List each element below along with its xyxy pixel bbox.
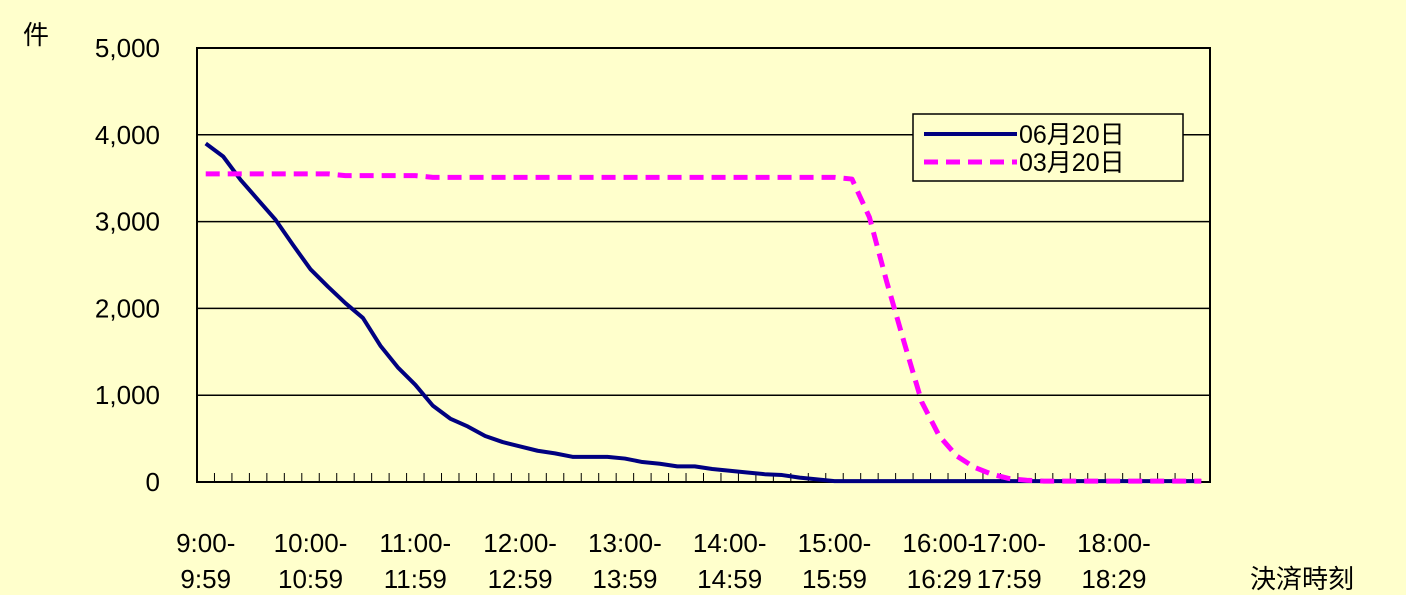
legend-label-series-2: 03月20日 [1019,149,1125,177]
x-tick-label: 9:59 [180,564,231,594]
y-tick-label: 0 [146,467,160,497]
plot-area [197,48,1210,482]
series-line-2 [206,174,1202,481]
y-axis-title: 件 [23,21,49,51]
x-tick-label: 18:29 [1081,564,1146,594]
x-tick-label: 14:59 [697,564,762,594]
x-tick-label: 16:29 [907,564,972,594]
series-line-1 [206,143,1202,481]
x-tick-label: 14:00- [693,528,767,558]
x-tick-label: 17:59 [977,564,1042,594]
x-tick-label: 18:00- [1077,528,1151,558]
legend-label-series-1: 06月20日 [1019,121,1125,149]
x-tick-label: 10:59 [278,564,343,594]
x-tick-label: 10:00- [274,528,348,558]
x-tick-label: 15:59 [802,564,867,594]
legend: 06月20日 03月20日 [913,114,1183,181]
y-axis-tick-labels: 0 1,000 2,000 3,000 4,000 5,000 [95,33,160,497]
y-tick-label: 2,000 [95,293,160,323]
x-tick-label: 16:00- [902,528,976,558]
y-tick-label: 1,000 [95,380,160,410]
y-tick-label: 5,000 [95,33,160,63]
x-axis-tick-labels: 9:00- 9:59 10:00- 10:59 11:00- 11:59 12:00- 12:… [176,528,1151,594]
x-tick-label: 13:59 [592,564,657,594]
y-tick-label: 4,000 [95,120,160,150]
x-tick-label: 12:00- [483,528,557,558]
y-tick-label: 3,000 [95,207,160,237]
x-tick-label: 11:59 [384,564,447,594]
x-tick-label: 17:00- [972,528,1046,558]
x-tick-label: 11:00- [379,528,451,558]
x-tick-label: 12:59 [488,564,553,594]
x-tick-label: 9:00- [176,528,235,558]
x-tick-label: 13:00- [588,528,662,558]
x-axis-title: 決済時刻 [1250,565,1354,595]
series-layer [206,143,1202,481]
x-tick-label: 15:00- [798,528,872,558]
